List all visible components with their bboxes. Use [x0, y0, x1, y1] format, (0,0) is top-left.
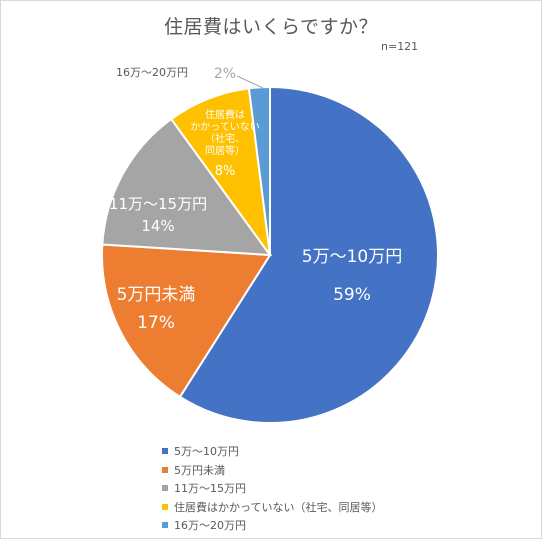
pie-slice-under-5man [101, 243, 272, 399]
slice-label-no-cost: 住居費は [205, 108, 245, 121]
slice-label-no-cost: 同居等） [205, 144, 245, 157]
pie-slice-5-10man [178, 85, 439, 424]
legend-item-11-15man: 11万〜15万円 [162, 479, 382, 498]
legend-swatch [162, 448, 168, 455]
pie-slice-16-20man [247, 85, 271, 256]
legend-swatch [162, 503, 168, 510]
legend-label: 5万〜10万円 [174, 445, 239, 459]
legend-item-16-20man: 16万〜20万円 [162, 516, 382, 535]
legend-swatch [162, 466, 168, 473]
slice-percent-under-5man: 17% [137, 313, 175, 333]
legend-label: 16万〜20万円 [174, 519, 246, 533]
legend: 5万〜10万円 5万円未満 11万〜15万円住居費はかかっていない（社宅、同居等） 1… [162, 442, 382, 535]
legend-swatch [162, 485, 168, 492]
slice-percent-5-10man: 59% [333, 285, 371, 305]
slice-label-no-cost: かかっていない [190, 121, 260, 133]
legend-label: 11万〜15万円 [174, 482, 246, 496]
slice-label-5-10man: 5万〜10万円 [302, 247, 402, 267]
legend-label: 5万円未満 [174, 463, 225, 477]
slice-percent-11-15man: 14% [141, 217, 174, 235]
slice-label-under-5man: 5万円未満 [117, 285, 196, 305]
legend-swatch [162, 522, 168, 529]
slice-label-16-20man: 16万〜20万円 [116, 66, 188, 79]
slice-percent-no-cost: 8% [215, 164, 236, 179]
slice-label-11-15man: 11万〜15万円 [109, 195, 207, 213]
sample-size-note: n=121 [381, 40, 419, 53]
slice-label-no-cost: （社宅、 [205, 132, 245, 145]
legend-label: 住居費はかかっていない（社宅、同居等） [174, 500, 383, 514]
legend-item-5-10man: 5万〜10万円 [162, 442, 382, 461]
chart-title: 住居費はいくらですか？ [164, 16, 378, 38]
leader-line-16-20man [236, 75, 264, 89]
legend-item-no-cost: 住居費はかかっていない（社宅、同居等） [162, 498, 382, 517]
slice-percent-16-20man: 2% [214, 66, 236, 82]
legend-item-under-5man: 5万円未満 [162, 461, 382, 480]
pie-slice-11-15man [101, 117, 273, 257]
